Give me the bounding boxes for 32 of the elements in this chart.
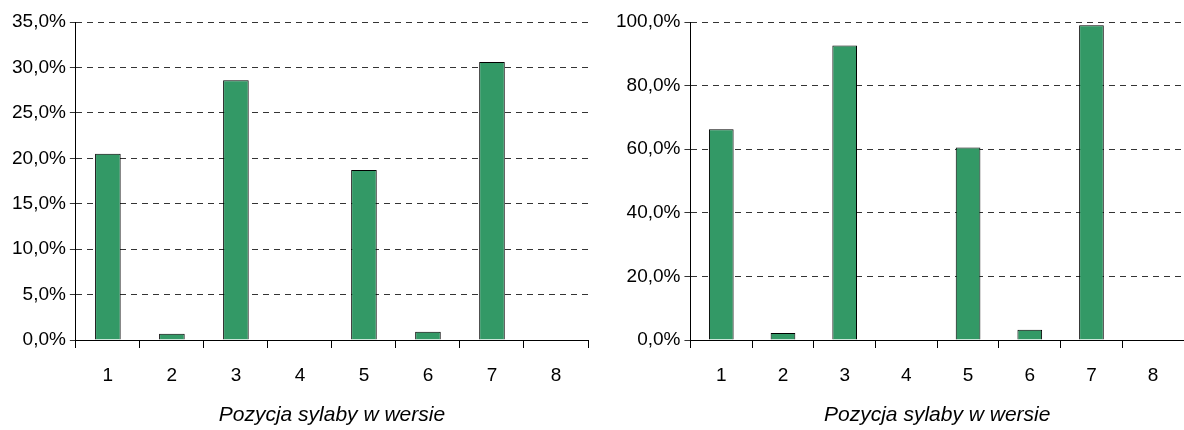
x-tick-label: 4 xyxy=(294,363,306,385)
y-tick-label: 35,0% xyxy=(12,10,66,32)
x-tick-label: 3 xyxy=(839,363,850,385)
y-tick-label: 0,0% xyxy=(637,328,681,350)
y-tick-label: 20,0% xyxy=(626,264,681,286)
x-tick-label: 7 xyxy=(1086,363,1097,385)
x-tick-label: 6 xyxy=(1024,363,1036,385)
y-tick-label: 40,0% xyxy=(626,201,681,223)
x-tick-label: 6 xyxy=(422,363,434,385)
x-axis-title: Pozycja sylaby w wersie xyxy=(218,402,446,426)
y-tick-label: 100,0% xyxy=(615,10,681,32)
x-tick-label: 2 xyxy=(777,363,789,385)
x-tick-label: 8 xyxy=(1147,363,1159,385)
y-tick-label: 10,0% xyxy=(12,237,66,259)
y-tick-label: 0,0% xyxy=(22,328,66,350)
y-tick-label: 80,0% xyxy=(626,73,681,95)
x-tick-label: 3 xyxy=(230,363,242,385)
y-tick-label: 5,0% xyxy=(22,282,66,304)
x-tick-label: 5 xyxy=(962,363,974,385)
y-tick-label: 25,0% xyxy=(12,101,66,123)
y-tick-label: 20,0% xyxy=(12,146,66,168)
x-tick-label: 1 xyxy=(716,363,727,385)
x-tick-label: 1 xyxy=(102,363,114,385)
y-tick-label: 30,0% xyxy=(12,55,66,77)
x-tick-label: 4 xyxy=(901,363,913,385)
x-tick-label: 8 xyxy=(550,363,562,385)
y-tick-label: 60,0% xyxy=(626,137,681,159)
x-tick-label: 5 xyxy=(358,363,370,385)
x-axis-title: Pozycja sylaby w wersie xyxy=(824,402,1051,426)
x-tick-label: 2 xyxy=(166,363,178,385)
y-tick-label: 15,0% xyxy=(12,191,66,213)
x-tick-label: 7 xyxy=(486,363,498,385)
